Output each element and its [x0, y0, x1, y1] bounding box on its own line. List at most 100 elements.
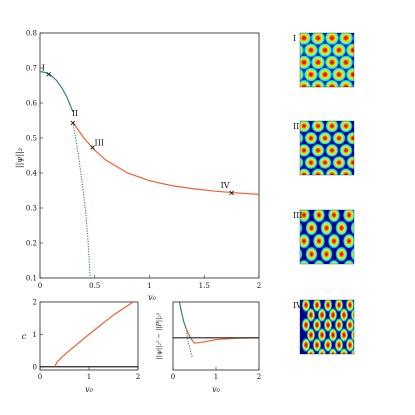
- br-frame: [172, 301, 260, 371]
- pattern-spot: [338, 54, 354, 70]
- pattern-spot: [350, 273, 362, 289]
- pattern-spot: [338, 33, 354, 46]
- pattern-spot: [360, 156, 374, 170]
- pattern-spot: [334, 337, 344, 353]
- pattern-spot: [320, 273, 332, 289]
- pattern-spot: [332, 155, 346, 170]
- pattern-spot: [328, 307, 338, 323]
- main-panel: 0 0.5 1 1.5 20.10.20.30.40.50.60.70.8 IIIIII…: [15, 30, 261, 303]
- pattern-spot: [300, 233, 311, 249]
- main-x-tick-label: 0.5: [89, 282, 100, 290]
- thumbnail-IV: IV: [293, 299, 355, 355]
- pattern-spot: [317, 67, 333, 83]
- pattern-spot: [328, 327, 338, 343]
- pattern-spot: [318, 91, 333, 106]
- pattern-spot: [283, 79, 298, 94]
- bl-y-label: c: [22, 332, 27, 341]
- bl-series-1: [54, 302, 134, 368]
- pattern-spot: [350, 194, 362, 210]
- main-y-label: ||ψ||₂: [15, 148, 24, 168]
- pattern-spot: [332, 180, 346, 194]
- marker-label-IV: IV: [221, 181, 230, 190]
- pattern-spot: [365, 273, 377, 289]
- pattern-spot: [301, 317, 311, 333]
- pattern-spot: [339, 121, 353, 133]
- pattern-spot: [311, 143, 325, 158]
- pattern-spot: [290, 180, 304, 194]
- pattern-spot: [310, 79, 326, 87]
- br-series-1: [185, 327, 193, 358]
- pattern-spot: [334, 317, 344, 333]
- pattern-spot: [300, 210, 311, 223]
- pattern-spot: [304, 155, 318, 170]
- pattern-spot: [283, 168, 297, 182]
- pattern-spot: [300, 67, 305, 82]
- pattern-spot: [304, 91, 319, 106]
- pattern-spot: [312, 233, 326, 249]
- pattern-spot: [367, 55, 382, 70]
- pattern-spot: [350, 220, 354, 236]
- pattern-spot: [335, 246, 348, 262]
- bl-y-tick-label: 2: [33, 299, 37, 307]
- pattern-spot: [317, 327, 327, 343]
- pattern-spot: [345, 67, 354, 83]
- pattern-spot: [300, 259, 310, 264]
- pattern-spot: [374, 91, 389, 106]
- pattern-spot: [339, 167, 353, 175]
- bl-x-tick-label: 0: [38, 373, 42, 381]
- thumbnail-II: II: [283, 107, 381, 194]
- pattern-spot: [325, 143, 339, 158]
- pattern-spot: [323, 337, 333, 353]
- main-series-0: [40, 70, 74, 112]
- marker-label-I: I: [42, 63, 45, 72]
- pattern-spot: [308, 33, 314, 34]
- pattern-spot: [367, 144, 381, 158]
- pattern-spot: [290, 107, 304, 121]
- pattern-spot: [358, 259, 370, 275]
- pattern-spot: [353, 171, 354, 175]
- main-y-tick-label: 0.3: [26, 205, 37, 213]
- pattern-spot: [323, 317, 333, 333]
- pattern-spot: [380, 246, 392, 262]
- pattern-spot: [304, 107, 318, 121]
- pattern-spot: [325, 121, 339, 133]
- pattern-spot: [318, 180, 332, 194]
- pattern-spot: [304, 180, 318, 194]
- pattern-spot: [305, 194, 317, 210]
- pattern-spot: [339, 307, 349, 323]
- main-y-tick-label: 0.4: [26, 170, 38, 178]
- main-series: [40, 70, 259, 278]
- pattern-spot: [328, 347, 338, 354]
- pattern-spot: [367, 31, 382, 46]
- br-x-tick-label: 1: [214, 373, 218, 381]
- pattern-spot: [346, 131, 354, 145]
- pattern-spot: [317, 307, 327, 323]
- pattern-spot: [318, 131, 332, 145]
- br-x-tick-label: 2: [257, 373, 261, 381]
- pattern-spot: [342, 210, 354, 223]
- pattern-spot: [335, 194, 347, 210]
- pattern-spot: [353, 147, 354, 154]
- pattern-spot: [304, 131, 318, 145]
- pattern-spot: [331, 42, 347, 58]
- pattern-spot: [310, 33, 326, 46]
- bl-series: [40, 302, 138, 368]
- bl-y-tick-label: 1: [33, 331, 37, 339]
- br-axes-ticks: 0 1 2: [171, 367, 261, 381]
- main-series-1: [72, 122, 91, 278]
- marker-II: [70, 120, 76, 126]
- main-axes-ticks: 0 0.5 1 1.5 2 0.1 0.2 0.3 0.4 0.5 0.6 0.7 0.8: [26, 30, 261, 291]
- thumbnail-label-III: III: [293, 211, 302, 220]
- main-x-tick-label: 0: [38, 282, 42, 290]
- pattern-spot: [380, 194, 392, 210]
- pattern-spot: [283, 55, 298, 70]
- pattern-spot: [320, 246, 333, 262]
- pattern-spot: [320, 220, 333, 236]
- pattern-spot: [358, 233, 370, 249]
- pattern-spot: [374, 43, 389, 58]
- br-x-label: v₀: [212, 385, 221, 394]
- pattern-spot: [300, 43, 305, 58]
- pattern-spot: [310, 54, 326, 70]
